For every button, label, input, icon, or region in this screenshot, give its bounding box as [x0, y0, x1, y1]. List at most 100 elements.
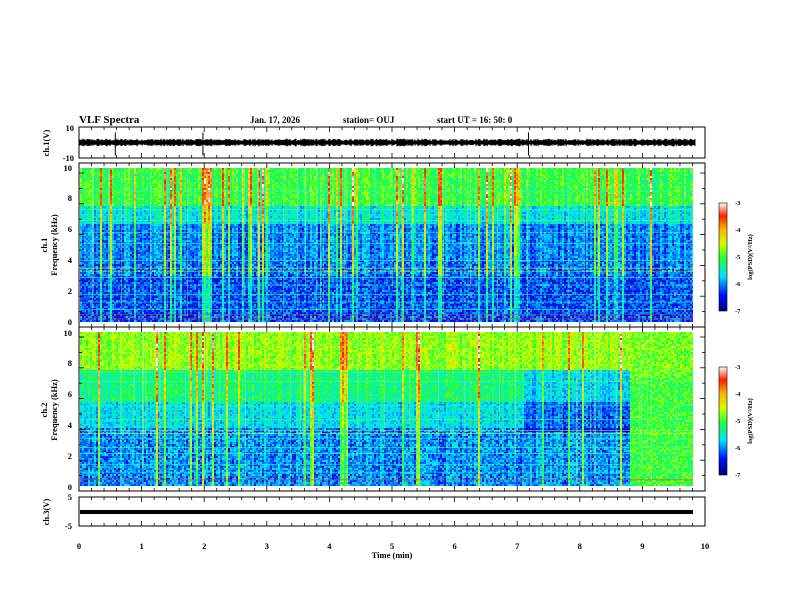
spectrogram-cell	[674, 182, 676, 184]
spectrogram-cell	[190, 174, 192, 176]
spectrogram-cell	[156, 170, 158, 172]
spectrogram-cell	[576, 170, 578, 172]
spectrogram-cell	[430, 196, 432, 198]
spectrogram-cell	[510, 176, 512, 178]
spectrogram-cell	[528, 198, 530, 200]
spectrogram-cell	[98, 176, 100, 178]
spectrogram-cell	[150, 182, 152, 184]
spectrogram-cell	[350, 172, 352, 174]
spectrogram-cell	[318, 168, 320, 170]
spectrogram-cell	[650, 194, 652, 196]
spectrogram-cell	[422, 170, 424, 172]
spectrogram-cell	[252, 176, 254, 178]
spectrogram-cell	[528, 174, 530, 176]
spectrogram-cell	[378, 192, 380, 194]
spectrogram-cell	[386, 182, 388, 184]
spectrogram-cell	[126, 174, 128, 176]
spectrogram-cell	[530, 168, 532, 170]
spectrogram-cell	[276, 186, 278, 188]
spectrogram-cell	[414, 192, 416, 194]
spectrogram-cell	[292, 186, 294, 188]
spectrogram-cell	[596, 168, 598, 170]
spectrogram-cell	[360, 180, 362, 182]
spectrogram-cell	[392, 184, 394, 186]
spectrogram-cell	[210, 186, 212, 188]
spectrogram-cell	[556, 168, 558, 170]
spectrogram-cell	[326, 172, 328, 174]
spectrogram-cell	[608, 170, 610, 172]
spectrogram-cell	[324, 198, 326, 200]
spectrogram-cell	[566, 192, 568, 194]
spectrogram-cell	[332, 186, 334, 188]
spectrogram-cell	[114, 170, 116, 172]
spectrogram-cell	[410, 180, 412, 182]
spectrogram-cell	[204, 168, 206, 170]
spectrogram-cell	[138, 184, 140, 186]
spectrogram-cell	[222, 198, 224, 200]
spectrogram-cell	[354, 196, 356, 198]
spectrogram-cell	[548, 198, 550, 200]
spectrogram-cell	[276, 174, 278, 176]
spectrogram-cell	[506, 178, 508, 180]
spectrogram-cell	[652, 192, 654, 194]
spectrogram-cell	[384, 174, 386, 176]
spectrogram-cell	[566, 184, 568, 186]
spectrogram-cell	[614, 172, 616, 174]
spectrogram-cell	[130, 174, 132, 176]
spectrogram-cell	[110, 168, 112, 170]
spectrogram-cell	[592, 184, 594, 186]
spectrogram-cell	[146, 192, 148, 194]
spectrogram-cell	[460, 176, 462, 178]
spectrogram-cell	[498, 198, 500, 200]
spectrogram-cell	[680, 174, 682, 176]
spectrogram-cell	[160, 194, 162, 196]
spectrogram-cell	[100, 176, 102, 178]
spectrogram-cell	[190, 170, 192, 172]
spectrogram-cell	[210, 176, 212, 178]
spectrogram-cell	[620, 172, 622, 174]
spectrogram-cell	[276, 188, 278, 190]
spectrogram-cell	[132, 170, 134, 172]
spectrogram-cell	[460, 186, 462, 188]
spectrogram-cell	[554, 168, 556, 170]
spectrogram-cell	[456, 168, 458, 170]
spectrogram-cell	[304, 198, 306, 200]
spectrogram-cell	[468, 174, 470, 176]
spectrogram-cell	[234, 194, 236, 196]
spectrogram-cell	[418, 196, 420, 198]
spectrogram-cell	[600, 176, 602, 178]
spectrogram-cell	[272, 198, 274, 200]
spectrogram-cell	[264, 168, 266, 170]
spectrogram-cell	[610, 184, 612, 186]
spectrogram-cell	[380, 180, 382, 182]
spectrogram-cell	[140, 176, 142, 178]
spectrogram-cell	[662, 170, 664, 172]
spectrogram-cell	[574, 170, 576, 172]
spectrogram-cell	[534, 168, 536, 170]
spectrogram-cell	[298, 188, 300, 190]
spectrogram-cell	[568, 194, 570, 196]
spectrogram-cell	[308, 198, 310, 200]
spectrogram-cell	[688, 188, 690, 190]
spectrogram-cell	[602, 194, 604, 196]
spectrogram-cell	[144, 168, 146, 170]
spectrogram-cell	[480, 188, 482, 190]
spectrogram-cell	[598, 176, 600, 178]
spectrogram-cell	[512, 176, 514, 178]
spectrogram-cell	[458, 186, 460, 188]
spectrogram-cell	[96, 198, 98, 200]
spectrogram-cell	[676, 182, 678, 184]
spectrogram-cell	[572, 192, 574, 194]
spectrogram-cell	[130, 176, 132, 178]
spectrogram-cell	[560, 178, 562, 180]
spectrogram-cell	[140, 180, 142, 182]
spectrogram-cell	[116, 170, 118, 172]
spectrogram-cell	[284, 186, 286, 188]
spectrogram-cell	[240, 194, 242, 196]
spectrogram-cell	[250, 168, 252, 170]
spectrogram-cell	[140, 188, 142, 190]
spectrogram-cell	[152, 186, 154, 188]
spectrogram-cell	[186, 198, 188, 200]
spectrogram-cell	[654, 196, 656, 198]
spectrogram-cell	[494, 192, 496, 194]
